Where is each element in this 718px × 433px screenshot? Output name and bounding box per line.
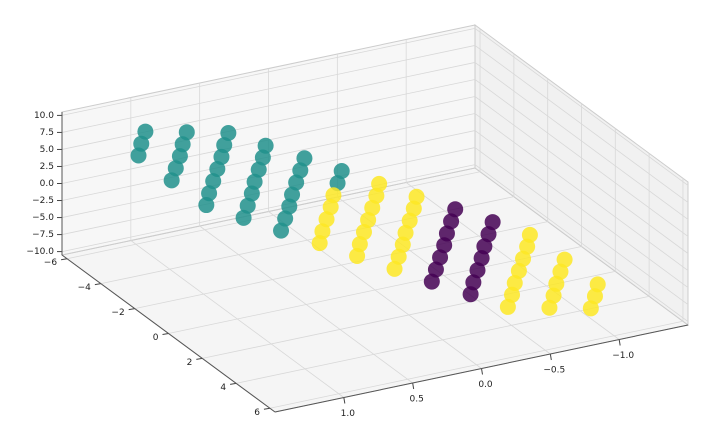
point <box>137 123 154 140</box>
point <box>329 175 346 192</box>
point <box>401 212 418 229</box>
y-tick-label: −2 <box>111 308 124 318</box>
point <box>220 124 237 141</box>
point <box>292 162 309 179</box>
point <box>213 148 230 165</box>
z-tick-label: 10.0 <box>34 111 54 121</box>
point <box>360 211 377 228</box>
point <box>582 300 599 317</box>
tick-mark <box>618 339 621 346</box>
x-tick-label: −0.5 <box>543 366 565 376</box>
point <box>167 160 184 177</box>
x-tick-label: −1.0 <box>612 351 634 361</box>
point <box>311 235 328 252</box>
point <box>296 150 313 167</box>
point <box>239 197 256 214</box>
grid-line <box>130 240 345 398</box>
point <box>390 248 407 265</box>
point <box>545 287 562 304</box>
point <box>541 299 558 316</box>
tick-mark <box>128 308 135 311</box>
point <box>364 199 381 216</box>
y-tick-label: 2 <box>187 358 193 368</box>
point <box>235 209 252 226</box>
point <box>322 199 339 216</box>
point <box>250 161 267 178</box>
x-tick-label: 0.0 <box>478 380 493 390</box>
point <box>171 148 188 165</box>
point <box>355 224 372 241</box>
tick-mark <box>230 382 237 385</box>
x-axis-line <box>274 324 689 413</box>
point <box>288 174 305 191</box>
point <box>277 210 294 227</box>
point <box>510 262 527 279</box>
z-tick-label: −2.5 <box>32 196 54 206</box>
y-tick-label: 6 <box>254 408 260 418</box>
point <box>447 201 464 218</box>
point <box>368 187 385 204</box>
tick-mark <box>94 283 101 286</box>
grid-line <box>268 211 482 369</box>
point <box>205 173 222 190</box>
point <box>178 124 195 141</box>
x-tick-label: 0.5 <box>410 395 424 405</box>
point <box>556 251 573 268</box>
z-tick-label: 0.0 <box>40 179 55 189</box>
point <box>499 298 516 315</box>
z-tick-label: −10.0 <box>26 247 54 257</box>
point <box>436 237 453 254</box>
point <box>443 213 460 230</box>
point <box>473 250 490 267</box>
z-tick-label: 2.5 <box>40 162 54 172</box>
point <box>243 185 260 202</box>
x-tick-label: 1.0 <box>341 409 356 419</box>
grid-line <box>199 225 413 384</box>
point <box>480 226 497 243</box>
point <box>519 238 536 255</box>
point <box>386 260 403 277</box>
y-tick-label: −6 <box>44 258 58 268</box>
point <box>273 222 290 239</box>
y-axis-line <box>61 254 276 413</box>
y-tick-label: 4 <box>220 383 226 393</box>
tick-mark <box>481 368 483 375</box>
point <box>432 249 449 266</box>
tick-mark <box>412 382 415 390</box>
point <box>462 286 479 303</box>
point <box>130 147 147 164</box>
point <box>333 163 350 180</box>
point <box>484 214 501 231</box>
z-tick-label: 5.0 <box>40 145 55 155</box>
point <box>254 149 271 166</box>
tick-mark <box>196 357 203 360</box>
tick-mark <box>263 407 271 410</box>
point <box>469 262 486 279</box>
point <box>198 197 215 214</box>
point <box>405 200 422 217</box>
point <box>427 261 444 278</box>
tick-mark <box>162 333 169 335</box>
point <box>586 288 603 305</box>
point <box>515 250 532 267</box>
point <box>318 211 335 228</box>
point <box>163 172 180 189</box>
z-tick-label: −7.5 <box>32 230 54 240</box>
point <box>504 286 521 303</box>
point <box>281 198 298 215</box>
point <box>394 236 411 253</box>
point <box>349 247 366 264</box>
tick-mark <box>549 353 552 361</box>
y-tick-label: 0 <box>153 333 159 343</box>
z-tick-label: 7.5 <box>40 128 54 138</box>
tick-mark <box>60 258 68 261</box>
z-tick-label: −5.0 <box>32 213 54 223</box>
tick-mark <box>343 397 346 404</box>
point <box>423 273 440 290</box>
point <box>552 263 569 280</box>
y-tick-label: −4 <box>78 283 92 293</box>
grid-line <box>405 182 620 340</box>
point <box>209 161 226 178</box>
